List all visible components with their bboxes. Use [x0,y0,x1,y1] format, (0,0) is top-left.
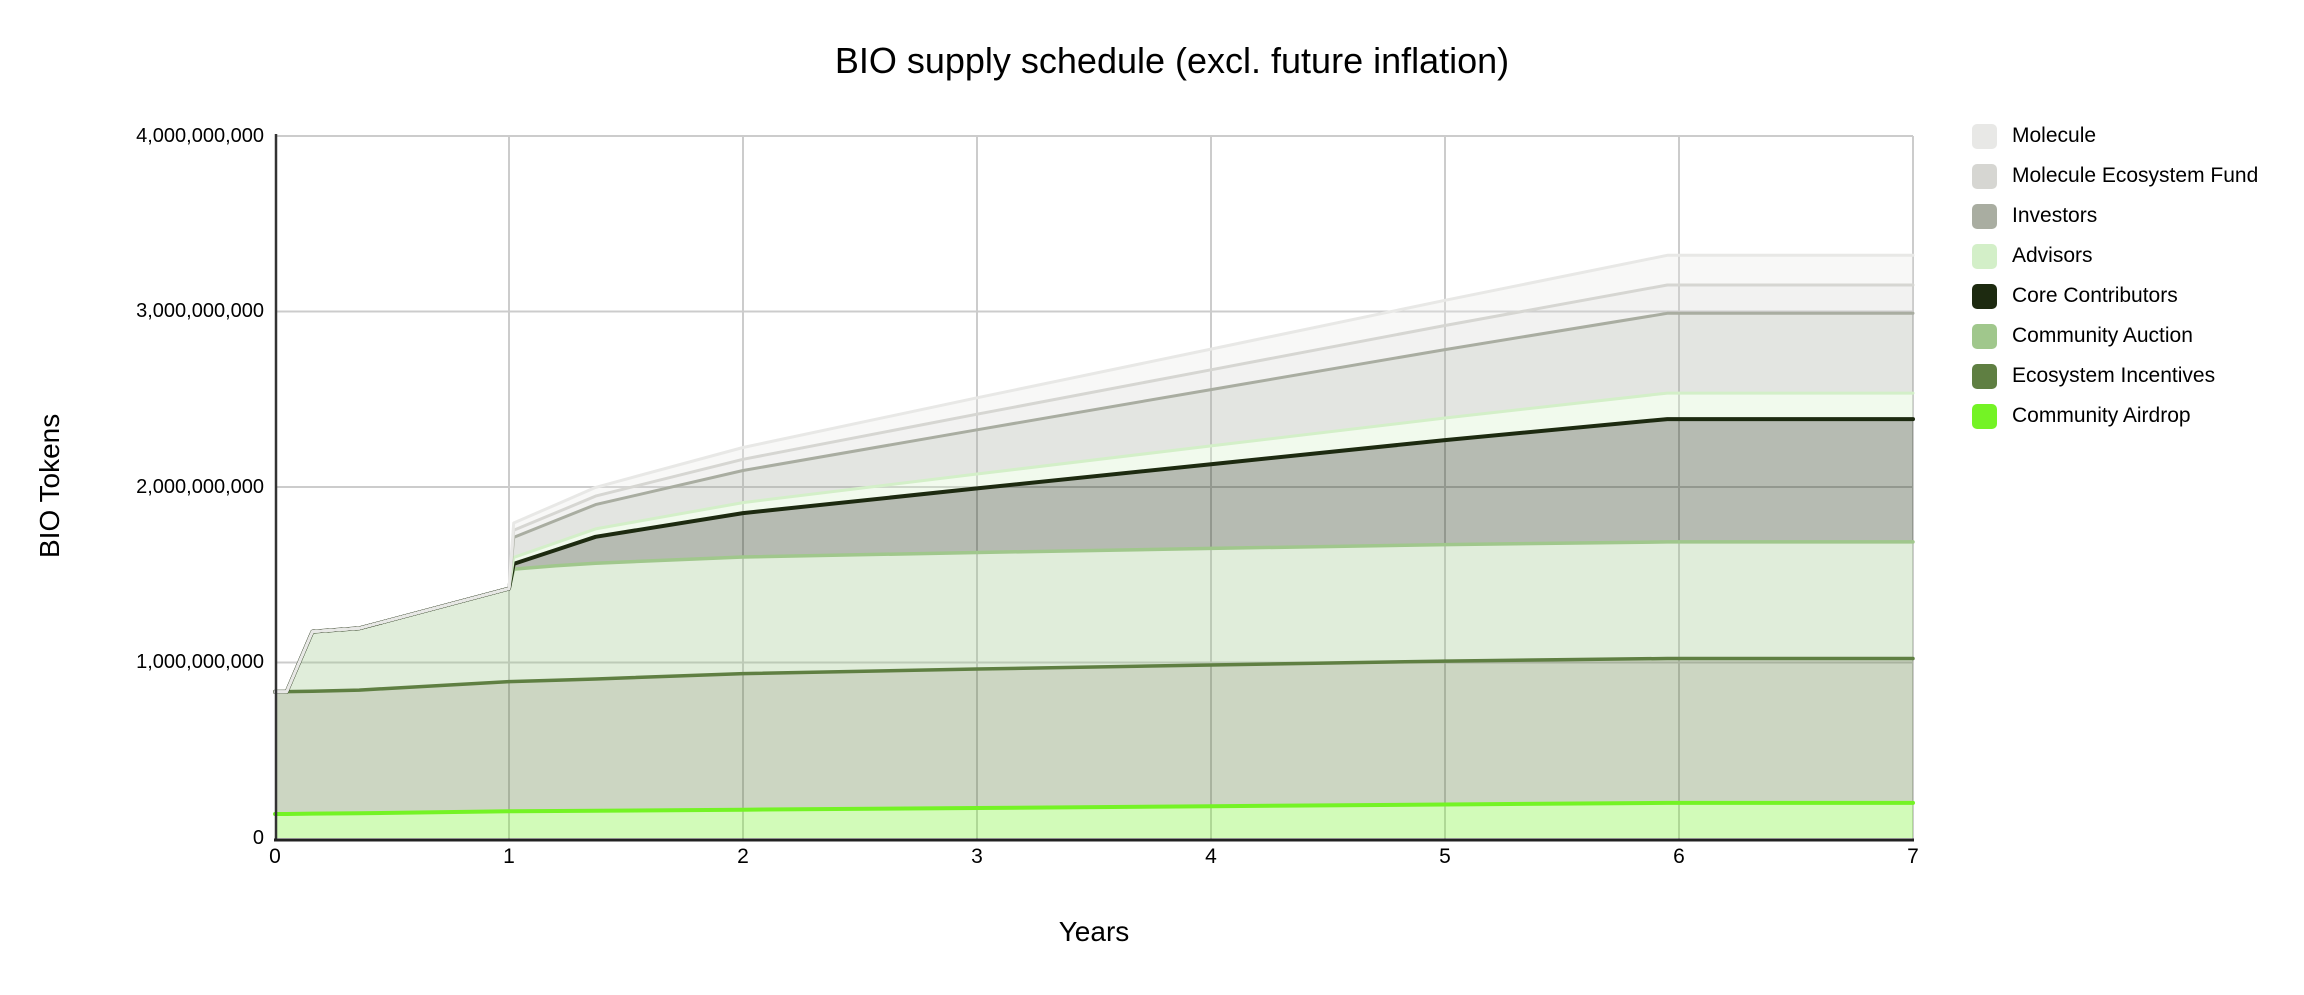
x-tick-label: 1 [503,845,515,868]
x-tick-label: 6 [1673,845,1685,868]
y-tick-label: 2,000,000,000 [136,476,264,498]
chart-title: BIO supply schedule (excl. future inflat… [834,40,1510,81]
x-axis-title: Years [1058,916,1130,947]
legend-label: Community Auction [2012,324,2193,347]
legend-item-molecule-ecosystem-fund: Molecule Ecosystem Fund [1972,156,2258,196]
series-line [273,253,1915,694]
legend-item-core-contributors: Core Contributors [1972,276,2258,316]
y-tick-label: 0 [252,827,264,849]
legend-label: Advisors [2012,244,2093,267]
x-tick-label: 0 [269,845,281,868]
legend-item-molecule: Molecule [1972,116,2258,156]
area-band [275,313,1913,692]
legend-swatch-investors [1972,203,1997,229]
legend-swatch-molecule [1972,123,1997,149]
legend-swatch-molecule-ecosystem-fund [1972,163,1997,189]
legend-swatch-community-airdrop [1972,403,1997,429]
legend-label: Core Contributors [2012,284,2178,307]
legend-item-community-auction: Community Auction [1972,316,2258,356]
series-line [273,656,1915,694]
y-tick-label: 4,000,000,000 [136,125,264,147]
x-tick-label: 3 [971,845,983,868]
legend-label: Ecosystem Incentives [2012,364,2216,387]
legend-label: Molecule [2012,124,2097,147]
legend-label: Investors [2012,204,2098,227]
legend-swatch-community-auction [1972,323,1997,349]
series-line [273,800,1915,816]
y-tick-label: 3,000,000,000 [136,300,264,322]
legend-item-advisors: Advisors [1972,236,2258,276]
area-band [275,419,1913,692]
legend-item-ecosystem-incentives: Ecosystem Incentives [1972,356,2258,396]
legend-label: Community Airdrop [2012,404,2191,427]
legend: Molecule Molecule Ecosystem Fund Investo… [1972,116,2258,436]
x-tick-label: 2 [737,845,749,868]
legend-label: Molecule Ecosystem Fund [2012,164,2259,187]
legend-item-community-airdrop: Community Airdrop [1972,396,2258,436]
x-tick-label: 5 [1439,845,1451,868]
area-band [275,541,1913,692]
legend-swatch-core-contributors [1972,283,1997,309]
y-tick-label: 1,000,000,000 [136,651,264,673]
x-tick-label: 7 [1907,845,1919,868]
legend-swatch-ecosystem-incentives [1972,363,1997,389]
legend-item-investors: Investors [1972,196,2258,236]
legend-swatch-advisors [1972,243,1997,269]
x-tick-label: 4 [1205,845,1217,868]
area-band [275,658,1913,814]
y-axis-title: BIO Tokens [34,413,65,559]
